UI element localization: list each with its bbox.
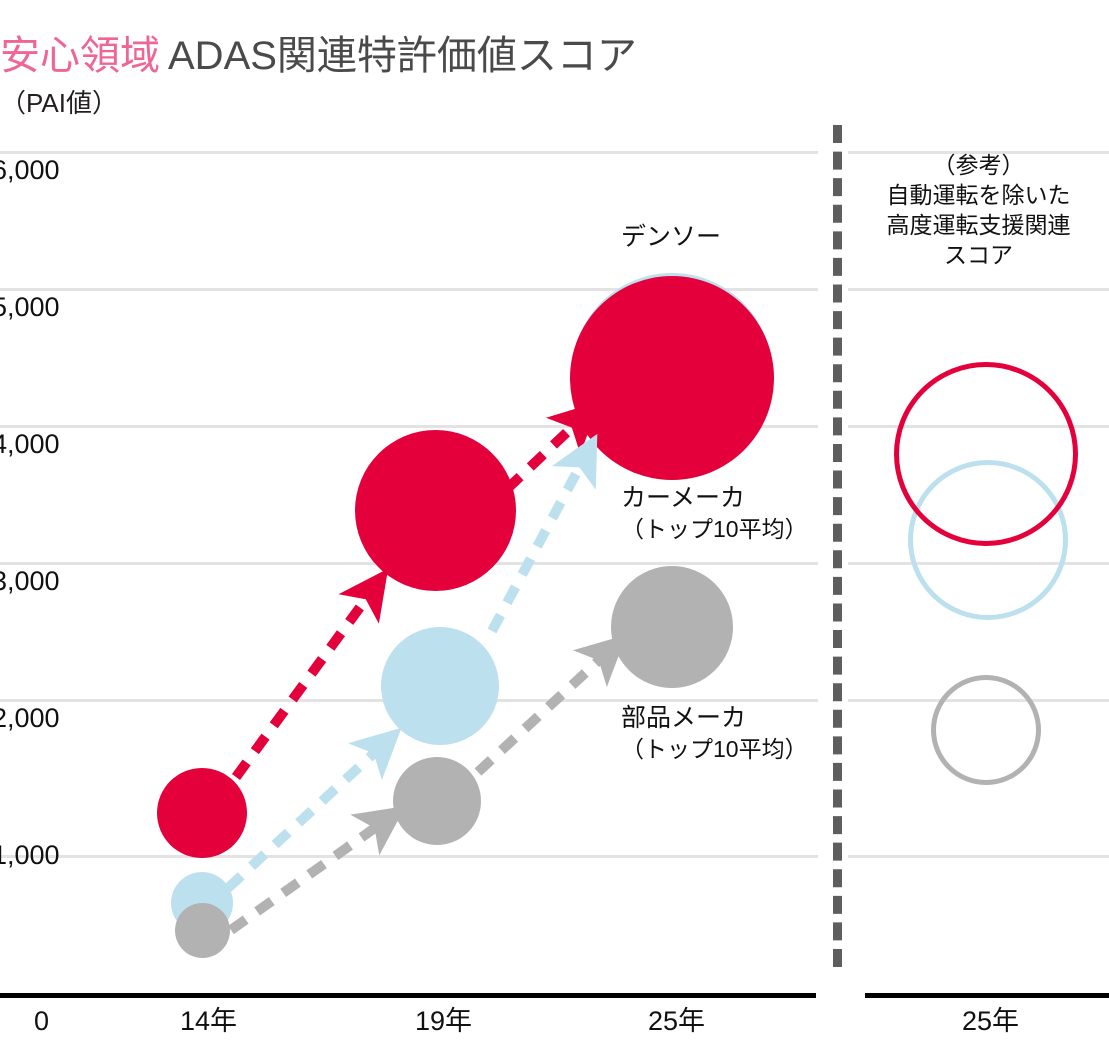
arrow-denso-19-25 — [503, 401, 600, 493]
y-tick-2000: 2,000 — [0, 703, 60, 733]
x-tick-reference-2025: 25年 — [962, 1006, 1020, 1036]
arrow-denso-14-19 — [231, 568, 389, 780]
reference-heading-line-2: 自動運転を除いた — [886, 182, 1071, 208]
page-title: 安心領域 ADAS関連特許価値スコア — [0, 34, 760, 82]
x-tick-zero: 0 — [34, 1006, 50, 1036]
label-supplier-sub: （トップ10平均） — [621, 736, 808, 762]
bubble-red-2025[interactable] — [570, 276, 774, 480]
reference-heading-line-3: 高度運転支援関連 — [886, 212, 1071, 238]
label-carmaker: カーメーカ — [621, 484, 746, 512]
gridline-1000-left — [0, 855, 818, 858]
reference-panel-heading: （参考） 自動運転を除いた 高度運転支援関連 スコア — [848, 150, 1109, 270]
y-tick-6000: 6,000 — [0, 155, 60, 185]
bubble-gray-2014[interactable] — [175, 903, 230, 958]
reference-heading-line-1: （参考） — [932, 152, 1025, 178]
bubble-red-2014[interactable] — [157, 768, 247, 858]
gridline-4000-left — [0, 425, 818, 428]
chart-unit-subtitle: （PAI値） — [0, 88, 118, 118]
panel-divider — [833, 125, 842, 967]
title-tag-badge: 安心領域 — [0, 34, 160, 78]
gridline-5000-right — [848, 288, 1109, 291]
x-tick-2014: 14年 — [180, 1006, 238, 1036]
x-axis-main — [0, 993, 816, 998]
ref-bubble-red-2025[interactable] — [894, 362, 1078, 546]
y-tick-3000: 3,000 — [0, 566, 60, 596]
arrow-supplier-14-19 — [228, 806, 406, 935]
bubble-gray-2019[interactable] — [393, 757, 481, 845]
label-supplier: 部品メーカ — [621, 704, 747, 732]
ref-bubble-gray-2025[interactable] — [931, 675, 1041, 785]
x-tick-2025: 25年 — [648, 1006, 706, 1036]
gridline-5000-left — [0, 288, 818, 291]
gridline-1000-right — [848, 855, 1109, 858]
y-tick-1000: 1,000 — [0, 840, 60, 870]
y-tick-4000: 4,000 — [0, 429, 60, 459]
gridline-6000-right — [848, 151, 1109, 154]
bubble-lightblue-2019[interactable] — [381, 627, 499, 745]
title-main-text: ADAS関連特許価値スコア — [168, 34, 637, 78]
y-tick-5000: 5,000 — [0, 292, 60, 322]
reference-heading-line-4: スコア — [944, 242, 1013, 268]
x-axis-reference — [865, 993, 1109, 998]
label-carmaker-sub: （トップ10平均） — [621, 516, 808, 542]
arrow-carmaker-14-19 — [224, 727, 402, 892]
bubble-red-2019[interactable] — [355, 430, 516, 591]
x-tick-2019: 19年 — [415, 1006, 473, 1036]
bubble-gray-2025[interactable] — [611, 566, 733, 688]
label-denso: デンソー — [621, 223, 722, 251]
arrow-supplier-19-25 — [474, 634, 627, 776]
gridline-6000-left — [0, 151, 818, 154]
